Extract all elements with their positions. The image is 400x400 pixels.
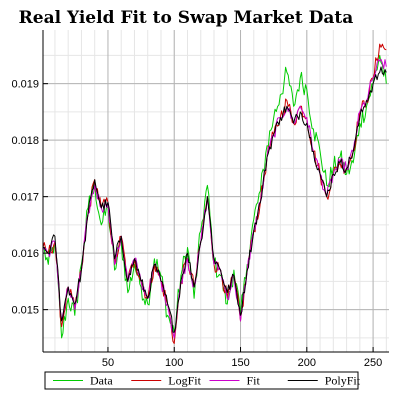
x-tick-label: 200 [298, 357, 316, 369]
legend: Data LogFit Fit PolyFit [44, 371, 361, 390]
series-lines [42, 43, 387, 344]
y-tick-label: 0.016 [11, 248, 39, 260]
series-line-logfit [42, 43, 387, 344]
legend-label-logfit: LogFit [168, 374, 201, 388]
y-tick-labels: 0.015 0.016 0.017 0.018 0.019 [11, 79, 39, 317]
legend-label-polyfit: PolyFit [325, 374, 361, 388]
axes [42, 30, 389, 353]
y-tick-label: 0.019 [11, 79, 39, 91]
chart-title: Real Yield Fit to Swap Market Data [19, 8, 354, 28]
y-tick-label: 0.017 [11, 192, 39, 204]
legend-label-data: Data [90, 374, 113, 388]
x-tick-label: 50 [102, 357, 114, 369]
legend-box [44, 371, 359, 390]
y-tick-label: 0.015 [11, 305, 39, 317]
y-tick-label: 0.018 [11, 135, 39, 147]
x-tick-labels: 50 100 150 200 250 [102, 357, 382, 369]
x-tick-label: 150 [231, 357, 249, 369]
legend-label-fit: Fit [247, 374, 261, 388]
series-line-polyfit [42, 66, 387, 333]
x-tick-label: 100 [165, 357, 183, 369]
x-tick-label: 250 [364, 357, 382, 369]
